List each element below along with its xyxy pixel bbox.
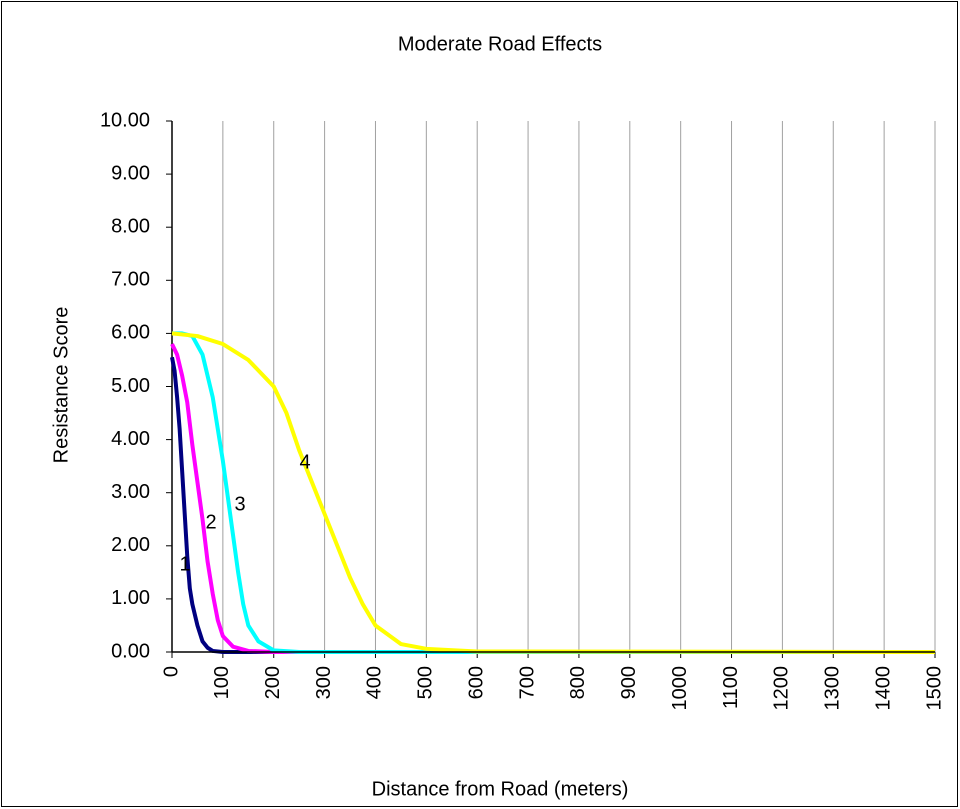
y-axis-label: Resistance Score	[50, 307, 72, 464]
x-tick-label: 1500	[923, 666, 945, 711]
x-tick-label: 1000	[669, 666, 691, 711]
y-tick-label: 0.00	[111, 640, 150, 662]
x-axis-label: Distance from Road (meters)	[372, 778, 629, 800]
y-tick-label: 4.00	[111, 428, 150, 450]
x-tick-label: 900	[618, 666, 640, 699]
x-tick-label: 800	[567, 666, 589, 699]
x-tick-label: 700	[516, 666, 538, 699]
curve-label: 3	[234, 493, 245, 515]
y-tick-label: 10.00	[100, 109, 150, 131]
y-tick-label: 2.00	[111, 534, 150, 556]
x-tick-label: 600	[465, 666, 487, 699]
x-tick-label: 400	[364, 666, 386, 699]
x-tick-label: 1100	[720, 666, 742, 709]
x-tick-label: 200	[262, 666, 284, 699]
x-tick-label: 300	[313, 666, 335, 699]
series-line	[170, 356, 935, 654]
y-tick-label: 3.00	[111, 481, 150, 503]
y-tick-label: 6.00	[111, 322, 150, 344]
curve-label: 1	[179, 553, 190, 575]
x-tick-label: 1300	[822, 666, 844, 711]
series-line	[172, 331, 935, 654]
curve-label: 4	[299, 451, 310, 473]
y-tick-label: 5.00	[111, 375, 150, 397]
x-tick-label: 100	[211, 666, 233, 699]
y-tick-label: 7.00	[111, 269, 150, 291]
chart-title: Moderate Road Effects	[398, 33, 602, 55]
x-tick-label: 1400	[872, 666, 894, 711]
series-line	[171, 331, 936, 654]
y-tick-label: 8.00	[111, 215, 150, 237]
x-tick-label: 0	[160, 666, 182, 677]
series-line	[170, 343, 935, 654]
x-tick-label: 1200	[771, 666, 793, 711]
y-tick-label: 9.00	[111, 162, 150, 184]
curve-label: 2	[205, 511, 216, 533]
y-tick-label: 1.00	[111, 587, 150, 609]
x-tick-label: 500	[415, 666, 437, 699]
